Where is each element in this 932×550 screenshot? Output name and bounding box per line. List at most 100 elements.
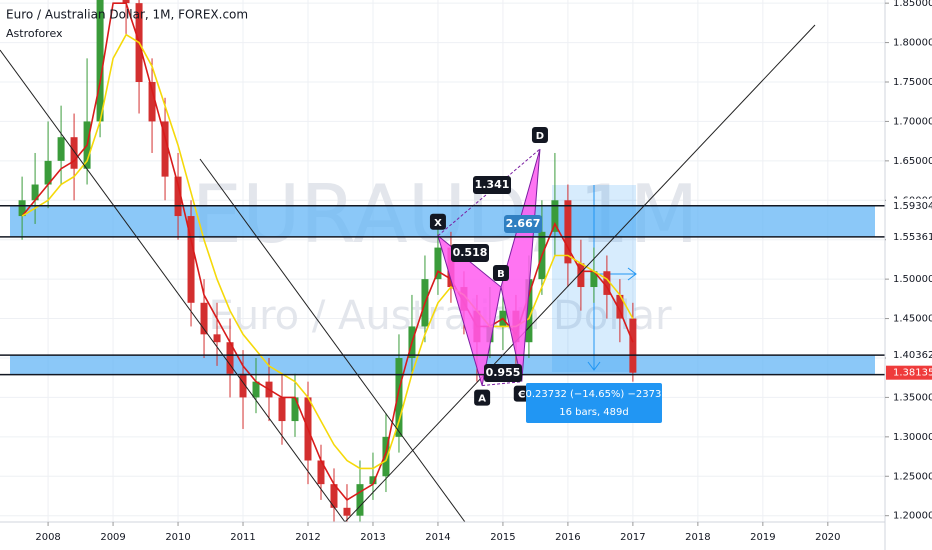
candle-body [161, 121, 169, 177]
y-tick-label: 1.50000 [893, 274, 932, 285]
x-tick-label: 2020 [815, 532, 840, 543]
candle-body [239, 373, 247, 398]
candle-body [343, 507, 351, 516]
plot [10, 0, 875, 522]
pattern-point [531, 127, 548, 144]
ratio-label: 1.341 [475, 178, 510, 191]
candle-body [57, 137, 65, 161]
trend-line [199, 158, 466, 522]
y-tick-label: 1.85000 [893, 0, 932, 9]
candle-body [226, 342, 234, 374]
ratio-label: 2.667 [506, 217, 541, 230]
candle-body [70, 137, 78, 169]
candle-body [18, 200, 26, 217]
y-tick-label: 1.35000 [893, 392, 932, 403]
y-tick-label: 1.70000 [893, 116, 932, 127]
candle-body [395, 357, 403, 437]
x-tick-label: 2018 [685, 532, 710, 543]
measure-text: 16 bars, 489d [559, 407, 629, 418]
price-label: 1.59304 [893, 201, 932, 212]
y-tick-label: 1.20000 [893, 511, 932, 522]
x-tick-label: 2014 [425, 532, 450, 543]
candle-body [31, 184, 39, 201]
measure-info [526, 383, 662, 423]
measure-text: −0.23732 (−14.65%) −2373.2 [517, 389, 671, 400]
candle-body [369, 476, 377, 485]
candle-body [382, 436, 390, 477]
x-tick-label: 2015 [490, 532, 515, 543]
candle-body [44, 160, 52, 185]
trend-line [0, 49, 346, 522]
author: Astroforex [6, 27, 63, 40]
x-tick-label: 2009 [100, 532, 125, 543]
candle-body [122, 0, 130, 4]
y-tick-label: 1.80000 [893, 38, 932, 49]
drawings [0, 24, 885, 522]
pattern-point [474, 389, 491, 406]
candle-body [278, 397, 286, 422]
candle-body [200, 302, 208, 335]
last-price-box [886, 365, 932, 380]
plot-background: EURAUD, 1M Euro / Australian Dollar [0, 0, 885, 522]
ratio-box [473, 176, 511, 194]
chart-title: Euro / Australian Dollar, 1M, FOREX.com [6, 8, 248, 22]
ratio-label: 0.518 [453, 246, 488, 259]
y-tick-label: 1.25000 [893, 471, 932, 482]
candle-body [174, 176, 182, 217]
ratio-label: 0.955 [486, 366, 521, 379]
candle-body [629, 318, 637, 373]
candle-body [577, 263, 585, 288]
ratio-box [504, 215, 542, 233]
trend-line [344, 24, 816, 522]
y-tick-label: 1.75000 [893, 77, 932, 88]
price-label-box [886, 229, 932, 244]
x-tick-label: 2012 [295, 532, 320, 543]
price-label: 1.40362 [893, 350, 932, 361]
candle-body [317, 460, 325, 485]
candle-body [564, 200, 572, 264]
x-tick-label: 2016 [555, 532, 580, 543]
pattern-point [513, 385, 530, 402]
candle-body [525, 279, 533, 343]
y-tick-label: 1.30000 [893, 432, 932, 443]
ratio-box [484, 364, 522, 382]
moving-average [21, 2, 634, 501]
measure-arrowhead [587, 267, 637, 371]
candle-body [291, 397, 299, 422]
candle-body [590, 271, 598, 288]
candle-body [252, 381, 260, 398]
price-label-box [886, 198, 932, 213]
price-label-box [886, 348, 932, 363]
x-tick-label: 2011 [230, 532, 255, 543]
moving-average [21, 33, 634, 470]
y-tick-label: 1.45000 [893, 314, 932, 325]
pattern-point-label: D [536, 131, 544, 142]
last-price-label: 1.38135 [893, 368, 932, 379]
pattern-point-label: X [434, 218, 442, 229]
candle-body [356, 484, 364, 516]
candle-body [603, 271, 611, 295]
x-tick-label: 2019 [750, 532, 775, 543]
pattern-point-label: C [518, 390, 525, 401]
price-label: 1.55361 [893, 232, 932, 243]
overlay: 1.341 0.518 2.667 0.955 −0.23732 (−14.65… [6, 8, 671, 423]
x-tick-label: 2010 [165, 532, 190, 543]
pattern-point [429, 213, 446, 230]
candle-body [551, 200, 559, 232]
ratio-box [451, 244, 489, 262]
candle-body [148, 82, 156, 122]
x-tick-label: 2008 [35, 532, 60, 543]
x-tick-label: 2013 [360, 532, 385, 543]
candle-body [187, 216, 195, 303]
zone [10, 355, 875, 375]
candle-body [330, 484, 338, 508]
candle-body [96, 0, 104, 122]
candle-body [434, 247, 442, 280]
candle-body [616, 294, 624, 319]
y-tick-label: 1.65000 [893, 156, 932, 167]
x-tick-label: 2017 [620, 532, 645, 543]
candle-body [213, 334, 221, 343]
pattern-point [492, 265, 509, 282]
